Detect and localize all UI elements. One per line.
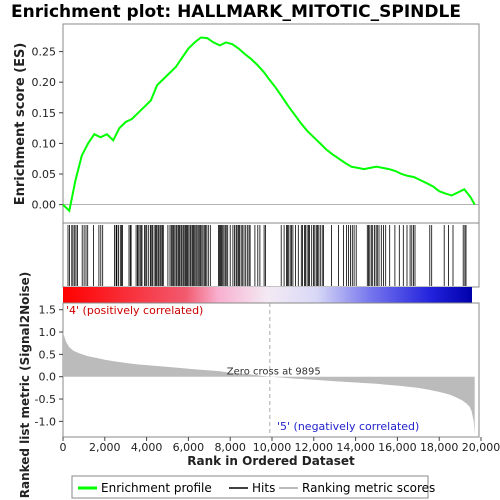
hit-lines [67, 225, 467, 286]
legend: Enrichment profile Hits Ranking metric s… [71, 475, 435, 499]
enrichment-score-panel: 0.00 0.05 0.10 0.15 0.20 0.25 Enrichment scor… [13, 23, 480, 224]
es-plot-frame [62, 23, 480, 224]
negative-correlation-label: '5' (negatively correlated) [277, 420, 419, 433]
x-tick-label: 4,000 [131, 441, 163, 454]
x-axis-label: Rank in Ordered Dataset [187, 454, 355, 468]
metric-y-axis-label: Ranked list metric (Signal2Noise) [18, 272, 32, 499]
ranking-metric-area [63, 332, 475, 434]
metric-ytick-label: -0.5 [35, 393, 56, 406]
x-tick-label: 20,000 [462, 441, 500, 454]
chart-title: Enrichment plot: HALLMARK_MITOTIC_SPINDL… [11, 2, 461, 22]
metric-y-axis-ticks: -1.0 -0.5 0.0 0.5 1.0 1.5 [35, 304, 63, 428]
x-tick-label: 6,000 [173, 441, 205, 454]
enrichment-profile-line [62, 36, 476, 213]
es-ytick-label: 0.25 [32, 46, 57, 59]
metric-x-axis-ticks: 0 2,000 4,000 6,000 8,000 10,000 12,000 14,000 1… [60, 437, 500, 454]
metric-ytick-label: 0.5 [39, 348, 57, 361]
x-tick-label: 2,000 [89, 441, 121, 454]
x-tick-label: 18,000 [420, 441, 459, 454]
x-tick-label: 16,000 [378, 441, 417, 454]
legend-hits-label: Hits [252, 481, 275, 495]
zero-cross-label: Zero cross at 9895 [227, 367, 321, 378]
metric-ytick-label: 1.0 [39, 326, 57, 339]
x-tick-label: 8,000 [214, 441, 246, 454]
legend-enrichment-label: Enrichment profile [101, 481, 212, 495]
legend-metric-label: Ranking metric scores [302, 481, 435, 495]
ranking-metric-panel: Zero cross at 9895 '4' (positively corre… [18, 272, 500, 499]
x-tick-label: 14,000 [336, 441, 375, 454]
x-tick-label: 12,000 [295, 441, 334, 454]
es-y-axis-ticks: 0.00 0.05 0.10 0.15 0.20 0.25 [32, 46, 63, 212]
legend-frame [71, 475, 429, 499]
es-y-axis-label: Enrichment score (ES) [13, 43, 28, 206]
metric-ytick-label: 1.5 [39, 304, 57, 317]
ranked-list-colorbar [63, 287, 472, 303]
hits-panel [62, 222, 480, 288]
metric-ytick-label: -1.0 [35, 415, 56, 428]
x-tick-label: 0 [60, 441, 67, 454]
hits-plot-frame [62, 222, 480, 288]
metric-ytick-label: 0.0 [39, 371, 57, 384]
es-ytick-label: 0.10 [32, 137, 57, 150]
es-ytick-label: 0.15 [32, 107, 57, 120]
es-ytick-label: 0.00 [32, 199, 57, 212]
es-ytick-label: 0.05 [32, 168, 57, 181]
x-tick-label: 10,000 [253, 441, 292, 454]
es-ytick-label: 0.20 [32, 76, 57, 89]
positive-correlation-label: '4' (positively correlated) [66, 304, 203, 317]
